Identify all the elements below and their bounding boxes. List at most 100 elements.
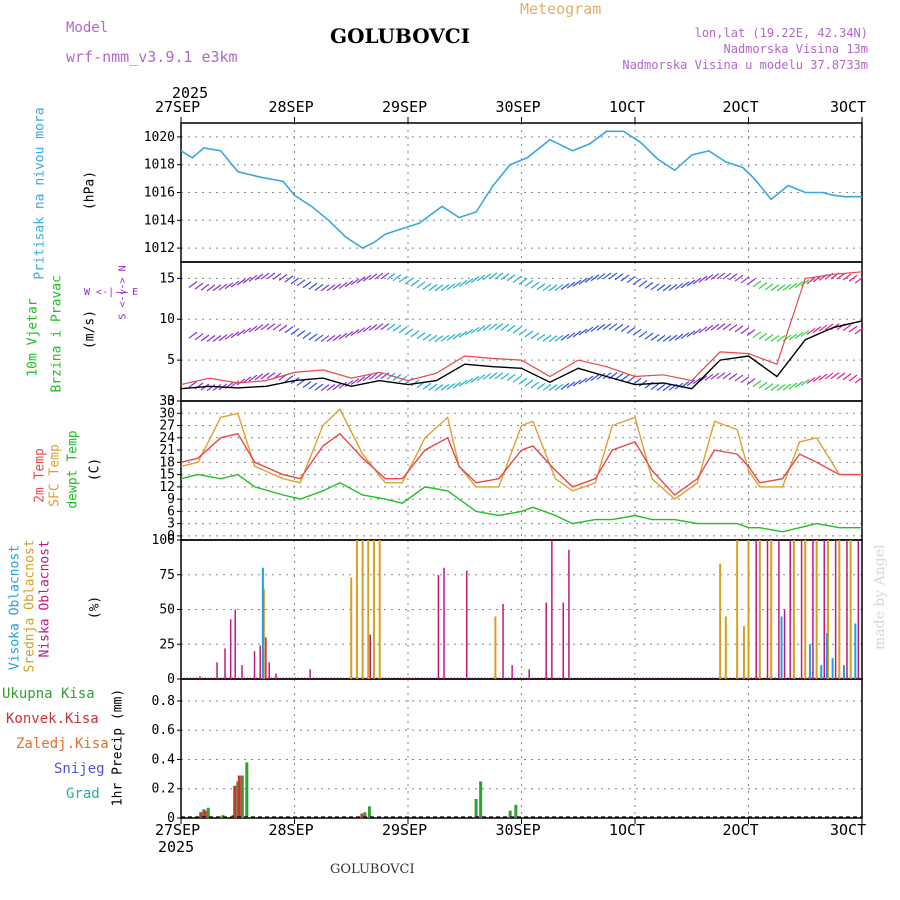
wind-band-mid-arrow-213 (212, 334, 222, 342)
wind-band-mid-arrow-417 (416, 332, 426, 340)
wind-band-mid-arrow-285 (284, 326, 294, 334)
wind-band-low-arrow-249 (248, 374, 258, 382)
wind-band-low-arrow-795 (794, 380, 804, 388)
wind-band-top-arrow-345 (344, 280, 354, 288)
wind-band-low-arrow-783 (782, 383, 792, 391)
top-date-5: 2OCT (722, 98, 759, 116)
wind-band-top-arrow-435 (434, 284, 444, 292)
wind-band-top-arrow-615 (614, 273, 624, 281)
wind-band-mid-arrow-369 (368, 324, 378, 331)
wind-band-top-arrow-417 (416, 281, 426, 289)
wind-band-mid-arrow-771 (770, 334, 780, 342)
wind-band-mid-arrow-603 (602, 323, 612, 331)
wind-band-mid-arrow-627 (626, 326, 636, 334)
wind-band-low-arrow-693 (692, 377, 702, 385)
ytick-label-1-0: 0 (167, 394, 175, 409)
precip-total-bar-10 (479, 781, 483, 818)
wind-band-top-arrow-621 (620, 274, 630, 282)
wind-band-low-arrow-303 (302, 380, 312, 388)
wind-band-top-arrow-297 (296, 279, 306, 287)
precip-total-bar-8 (367, 806, 371, 818)
bottom-date-2: 29SEP (382, 821, 428, 839)
station-title: GOLUBOVCI (330, 24, 471, 48)
wind-band-low-arrow-207 (206, 384, 216, 392)
wind-band-mid-arrow-207 (206, 335, 216, 343)
wind-band-top-arrow-507 (506, 274, 516, 282)
wind-band-top-arrow-225 (224, 282, 234, 290)
wind-band-mid-arrow-759 (758, 332, 768, 340)
wind-band-low-arrow-549 (548, 384, 558, 392)
ytick-label-1-2: 10 (159, 312, 175, 327)
ytick-label-2-7: 21 (159, 443, 175, 458)
wind-band-top-arrow-267 (266, 272, 276, 280)
wind-band-top-arrow-303 (302, 281, 312, 289)
wind-band-mid-arrow-327 (326, 334, 336, 342)
bottom-date-5: 2OCT (722, 821, 759, 839)
wind-band-low-arrow-651 (650, 383, 660, 391)
ytick-label-2-3: 9 (167, 492, 175, 507)
wind-band-low-arrow-723 (722, 372, 732, 380)
wind-band-low-arrow-237 (236, 378, 246, 386)
wind-band-mid-arrow-297 (296, 330, 306, 337)
wind-band-mid-arrow-441 (440, 334, 450, 342)
wind-band-top-arrow-729 (728, 273, 738, 281)
wind-band-mid-arrow-411 (410, 330, 420, 338)
wind-band-mid-arrow-567 (566, 332, 576, 340)
wind-band-low-arrow-453 (452, 381, 462, 389)
wind-band-low-arrow-435 (434, 384, 444, 392)
wind-band-mid-arrow-447 (446, 333, 456, 341)
wind-band-mid-arrow-261 (260, 323, 270, 331)
wind-band-low-arrow-465 (464, 377, 474, 385)
wind-band-low-arrow-705 (704, 373, 714, 381)
wind-band-low-arrow-459 (458, 379, 468, 387)
wind-band-low-arrow-765 (764, 383, 774, 391)
wind-band-mid-arrow-225 (224, 332, 234, 340)
wind-band-low-arrow-333 (332, 383, 342, 391)
wind-band-mid-arrow-549 (548, 335, 558, 343)
precip-frozen-label: Zaledj.Kisa (16, 736, 109, 752)
wind-band-top-arrow-375 (374, 272, 384, 280)
wind-band-top-arrow-747 (746, 278, 756, 286)
wind-band-top-arrow-357 (356, 276, 366, 284)
ytick-label-3-2: 50 (159, 603, 175, 618)
ytick-label-4-2: 0.4 (152, 752, 176, 767)
wind-band-top-arrow-525 (524, 279, 534, 287)
ytick-label-2-0: 0 (167, 529, 175, 544)
wind-band-top-arrow-561 (560, 283, 570, 291)
wind-band-top-arrow-321 (320, 284, 330, 292)
wind-band-low-arrow-561 (560, 382, 570, 390)
wind-band-mid-arrow-309 (308, 333, 318, 341)
ytick-label-0-1: 1014 (144, 213, 175, 228)
wind-band-low-arrow-753 (752, 380, 762, 388)
top-date-6: 3OCT (830, 98, 867, 116)
wind-band-low-arrow-855 (854, 376, 864, 384)
wind-band-low-arrow-771 (770, 383, 780, 391)
wind-band-top-arrow-495 (494, 272, 504, 280)
wind-band-mid-arrow-675 (674, 333, 684, 341)
wind-band-top-arrow-777 (776, 284, 786, 292)
wind-compass: W <-|-> E (84, 287, 139, 298)
precip-conv-bar-0 (199, 812, 203, 818)
precip-total-bar-4 (236, 781, 240, 818)
wind-band-low-arrow-369 (368, 373, 378, 381)
wind-band-mid-arrow-453 (452, 332, 462, 340)
wind-band-mid-arrow-597 (596, 323, 606, 331)
wind-band-mid-arrow-663 (662, 335, 672, 343)
wind-band-low-arrow-309 (308, 382, 318, 390)
wind-band-low-arrow-831 (830, 372, 840, 380)
sfc-temp-line (180, 408, 862, 500)
wind-band-low-arrow-315 (314, 383, 324, 391)
wind-band-top-arrow-429 (428, 284, 438, 291)
wind-band-low-arrow-261 (260, 372, 270, 380)
panel-frame-4 (180, 678, 863, 819)
wind-band-low-arrow-297 (296, 379, 306, 387)
ytick-label-2-4: 12 (159, 480, 175, 495)
wind-band-low-arrow-807 (806, 377, 816, 384)
wind-band-mid-arrow-591 (590, 324, 600, 332)
ytick-label-3-3: 75 (159, 568, 175, 583)
wind-band-top-arrow-339 (338, 282, 348, 290)
wind-band-top-arrow-465 (464, 278, 474, 286)
wind-band-mid-arrow-363 (362, 325, 372, 333)
wind-band-mid-arrow-609 (608, 323, 618, 331)
wind-band-low-arrow-519 (518, 377, 528, 385)
